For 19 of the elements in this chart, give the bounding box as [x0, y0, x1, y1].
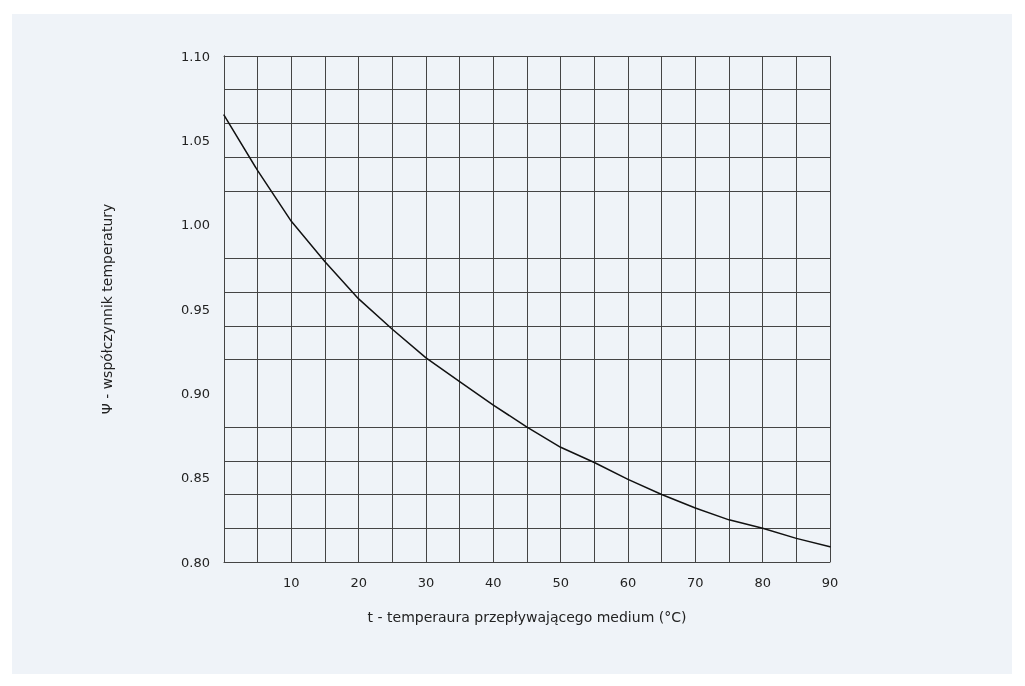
x-tick-label: 60 — [619, 575, 637, 590]
x-tick-label: 30 — [417, 575, 435, 590]
x-tick-label: 10 — [283, 575, 300, 590]
x-tick-label: 20 — [350, 575, 367, 590]
x-tick-label: 80 — [754, 575, 771, 590]
x-tick-label: 50 — [552, 575, 569, 590]
y-tick-label: 0.80 — [181, 554, 210, 570]
y-axis-title: Ψ - współczynnik temperatury — [99, 203, 115, 415]
y-tick-label: 0.85 — [181, 470, 210, 486]
x-tick-label: 40 — [485, 575, 502, 590]
y-tick-label: 0.90 — [181, 385, 210, 401]
line-series — [223, 114, 831, 548]
x-tick-label: 70 — [687, 575, 704, 590]
y-tick-label: 1.00 — [181, 217, 210, 233]
x-tick-label: 90 — [821, 575, 839, 590]
y-tick-label: 1.05 — [181, 132, 210, 148]
y-tick-label: 1.10 — [181, 48, 210, 64]
y-tick-label: 0.95 — [181, 301, 210, 317]
x-axis-title: t - temperaura przepływającego medium (°C) — [367, 609, 687, 625]
